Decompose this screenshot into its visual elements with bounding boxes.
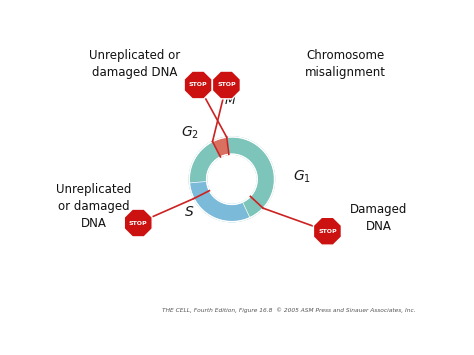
Text: Unreplicated or
damaged DNA: Unreplicated or damaged DNA bbox=[89, 49, 180, 80]
Polygon shape bbox=[212, 71, 240, 99]
Text: STOP: STOP bbox=[189, 82, 208, 87]
Polygon shape bbox=[124, 209, 152, 237]
Text: Damaged
DNA: Damaged DNA bbox=[350, 203, 408, 233]
Text: Unreplicated
or damaged
DNA: Unreplicated or damaged DNA bbox=[56, 183, 132, 230]
Text: STOP: STOP bbox=[318, 229, 337, 234]
Polygon shape bbox=[189, 142, 220, 183]
Text: STOP: STOP bbox=[217, 82, 236, 87]
Text: G$_1$: G$_1$ bbox=[292, 168, 311, 185]
Polygon shape bbox=[190, 181, 250, 222]
Text: Chromosome
misalignment: Chromosome misalignment bbox=[305, 49, 386, 80]
Text: THE CELL, Fourth Edition, Figure 16.8  © 2005 ASM Press and Sinauer Associates, : THE CELL, Fourth Edition, Figure 16.8 © … bbox=[162, 307, 416, 313]
Polygon shape bbox=[227, 137, 274, 218]
Polygon shape bbox=[313, 217, 341, 245]
Text: M: M bbox=[225, 93, 236, 106]
Polygon shape bbox=[212, 137, 229, 157]
Text: STOP: STOP bbox=[129, 220, 147, 225]
Text: G$_2$: G$_2$ bbox=[181, 125, 199, 141]
Polygon shape bbox=[184, 71, 212, 99]
Text: S: S bbox=[185, 205, 194, 219]
